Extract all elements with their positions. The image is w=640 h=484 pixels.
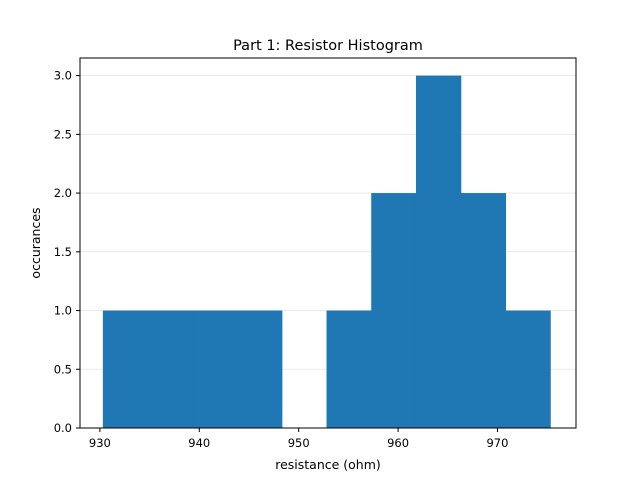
histogram-bar [326, 310, 372, 428]
y-tick-label: 2.5 [54, 127, 72, 141]
y-tick-label: 1.0 [54, 304, 72, 318]
x-tick-label: 970 [486, 436, 508, 450]
x-tick-label: 930 [89, 436, 111, 450]
x-axis-label: resistance (ohm) [275, 457, 381, 472]
y-tick-label: 0.5 [54, 362, 72, 376]
x-tick-label: 960 [387, 436, 409, 450]
y-tick-label: 1.5 [54, 245, 72, 259]
y-tick-label: 3.0 [54, 69, 72, 83]
y-tick-label: 2.0 [54, 186, 72, 200]
y-axis-label: occurances [28, 207, 43, 278]
histogram-bar [102, 310, 149, 428]
y-tick-label: 0.0 [54, 421, 72, 435]
y-axis-ticks: 0.0 0.5 1.0 1.5 2.0 2.5 3.0 [54, 69, 80, 435]
histogram-bar [371, 193, 417, 428]
histogram-bar [147, 310, 193, 428]
histogram-bar [192, 310, 238, 428]
chart-title: Part 1: Resistor Histogram [233, 38, 423, 54]
histogram-bar [505, 310, 551, 428]
x-axis-ticks: 930 940 950 960 970 [89, 428, 508, 450]
x-tick-label: 950 [288, 436, 310, 450]
histogram-bar [460, 193, 507, 428]
plot-area-frame [79, 57, 577, 429]
histogram-bars [102, 75, 551, 428]
histogram-bar [415, 75, 462, 428]
x-tick-label: 940 [188, 436, 210, 450]
histogram-bar [237, 310, 283, 428]
